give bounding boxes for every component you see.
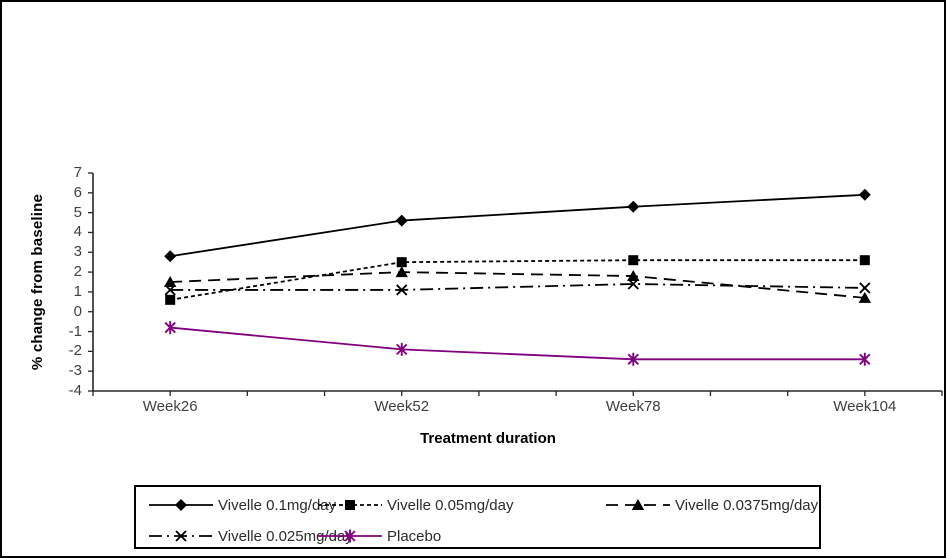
y-tick-label: -1	[68, 322, 82, 340]
diamond-marker-icon	[395, 214, 408, 227]
y-tick-label: 3	[73, 243, 82, 261]
legend-key-sample	[606, 499, 670, 510]
legend-item-2: Vivelle 0.0375mg/day	[605, 493, 818, 517]
legend-key-sample	[149, 499, 213, 511]
y-tick-label: 6	[73, 183, 82, 201]
legend-key-sample	[149, 530, 213, 542]
series-1	[165, 255, 870, 305]
series-line	[170, 283, 865, 291]
asterisk-marker-icon	[396, 342, 408, 356]
triangle-marker-icon	[858, 291, 872, 303]
y-tick-label: -2	[68, 342, 82, 360]
series-line	[170, 193, 865, 258]
y-tick-label: 5	[73, 203, 82, 221]
triangle-marker-icon	[395, 266, 408, 278]
square-marker-icon	[859, 255, 870, 266]
legend-item-1: Vivelle 0.05mg/day	[317, 493, 513, 517]
x-tick-label: Week52	[374, 398, 430, 415]
x-tick-label: Week78	[605, 398, 661, 415]
diamond-marker-icon	[627, 200, 640, 213]
legend-label: Vivelle 0.1mg/day	[218, 496, 337, 514]
diamond-marker-icon	[858, 188, 871, 201]
diamond-marker-icon	[175, 499, 187, 511]
x-marker-icon	[396, 284, 408, 296]
x-tick-label: Week26	[142, 398, 198, 415]
legend-label: Placebo	[387, 527, 442, 545]
asterisk-marker-icon	[344, 529, 356, 543]
triangle-marker-icon	[627, 270, 640, 282]
square-marker-icon	[628, 255, 639, 266]
legend-label: Vivelle 0.0375mg/day	[675, 496, 819, 514]
series-line	[170, 326, 865, 361]
legend-key-sample	[318, 500, 382, 510]
series-2	[163, 266, 872, 303]
x-tick-label: Week104	[833, 398, 897, 415]
legend-label: Vivelle 0.025mg/day	[218, 527, 353, 545]
y-axis-title: % change from baseline	[29, 193, 46, 371]
diamond-marker-icon	[164, 250, 177, 263]
triangle-marker-icon	[163, 276, 177, 287]
triangle-marker-icon	[631, 499, 645, 510]
legend: Vivelle 0.1mg/day Vivelle 0.05mg/day Vivel…	[134, 485, 821, 549]
asterisk-marker-icon	[859, 352, 871, 366]
legend-key-sample	[318, 529, 382, 543]
asterisk-marker-icon	[164, 321, 176, 335]
series-3	[164, 278, 871, 296]
series-line	[170, 271, 865, 299]
series-0	[164, 188, 871, 263]
legend-label: Vivelle 0.05mg/day	[387, 496, 514, 514]
legend-item-0: Vivelle 0.1mg/day	[148, 493, 336, 517]
x-marker-icon	[627, 278, 639, 290]
y-tick-label: -3	[68, 362, 82, 380]
x-marker-icon	[859, 282, 871, 294]
y-tick-label: 4	[73, 223, 82, 241]
square-marker-icon	[396, 257, 407, 268]
y-tick-label: -4	[68, 382, 82, 399]
legend-item-4: Placebo	[317, 524, 441, 548]
y-tick-label: 0	[73, 302, 82, 320]
x-marker-icon	[175, 530, 187, 542]
y-tick-label: 1	[73, 282, 82, 300]
series-4	[164, 321, 871, 366]
y-tick-label: 7	[73, 164, 82, 181]
series-line	[170, 259, 865, 301]
asterisk-marker-icon	[627, 352, 639, 366]
y-tick-label: 2	[73, 263, 82, 281]
square-marker-icon	[165, 294, 176, 305]
square-marker-icon	[345, 500, 355, 510]
x-marker-icon	[164, 284, 176, 296]
x-axis-title: Treatment duration	[420, 430, 556, 447]
legend-item-3: Vivelle 0.025mg/day	[148, 524, 353, 548]
